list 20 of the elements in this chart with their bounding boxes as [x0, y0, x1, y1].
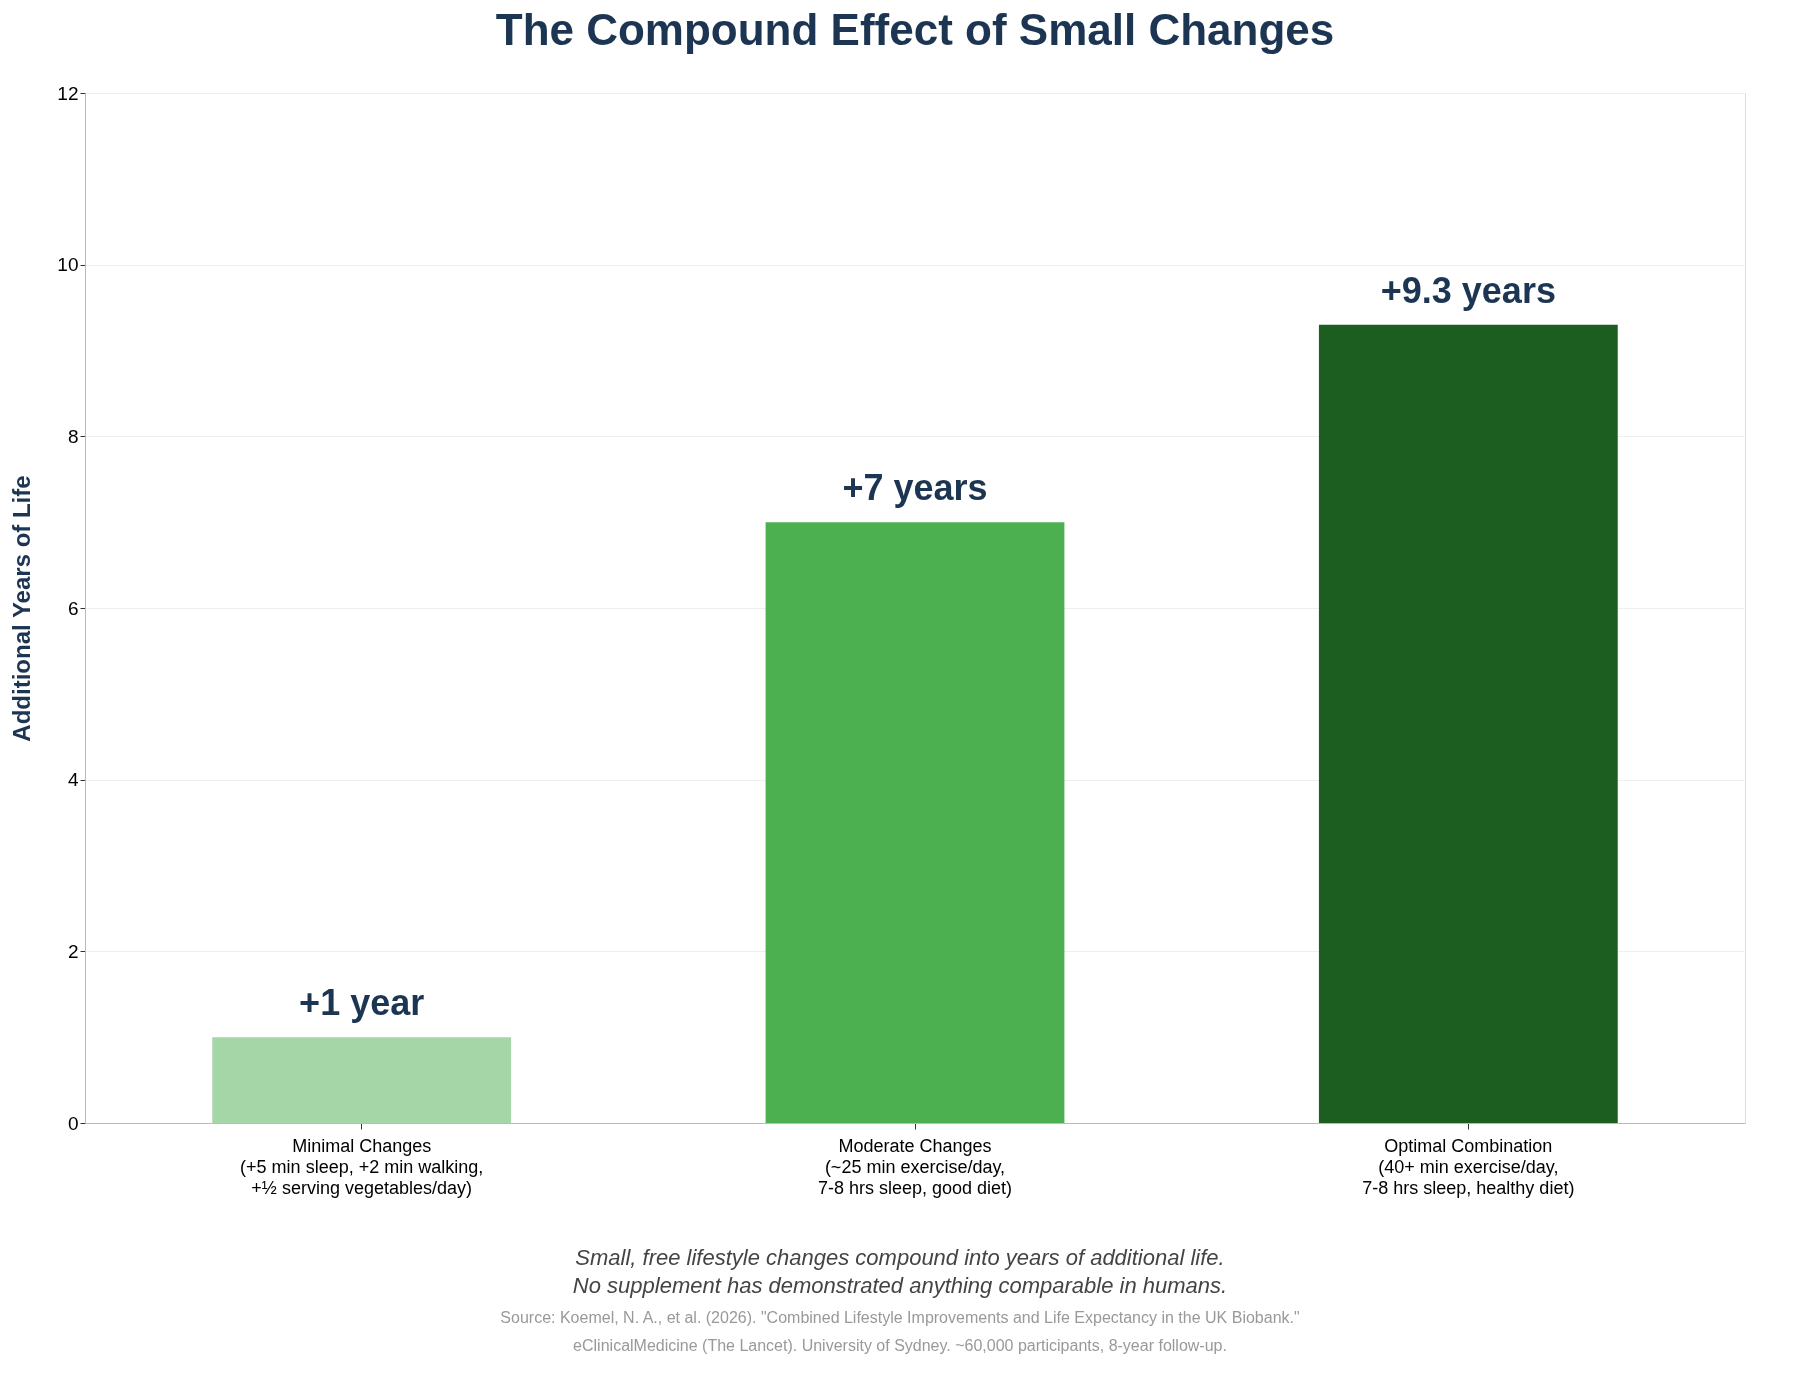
y-tick-label: 8 [67, 425, 79, 447]
y-tick-label: 10 [57, 254, 79, 276]
text: Small, free lifestyle changes compound into years of additional life. No supplement has demonstrated anything comparable in humans. [572, 1245, 1228, 1298]
data-label: +7 years [842, 467, 988, 509]
y-tick-label: 0 [67, 1112, 79, 1134]
data-label: +9.3 years [1380, 269, 1556, 311]
x-tick-label: Moderate Changes (~25 min exercise/day, 7-8 hrs sleep, good diet) [817, 1135, 1013, 1198]
y-axis-title: Additional Years of Life [8, 475, 36, 742]
y-tick-label: 12 [57, 82, 79, 104]
source-note: Source: Koemel, N. A., et al. (2026). "Combined Lifestyle Improvements and Life Expectancy in the UK Biobank." eClinicalMedicine (The Lancet). University of Sydney. ~60,000 participants, 8-year follow-up. [500, 1309, 1300, 1354]
y-tick-label: 4 [67, 769, 79, 791]
chart-title: The Compound Effect of Small Changes [495, 5, 1335, 54]
y-tick-label: 6 [67, 597, 79, 619]
bar [1318, 324, 1618, 1123]
data-label: +1 year [299, 982, 425, 1024]
x-tick-label: Optimal Combination (40+ min exercise/day, 7-8 hrs sleep, healthy diet) [1362, 1135, 1575, 1198]
bar [765, 522, 1065, 1123]
bar [212, 1037, 512, 1123]
x-tick-label: Minimal Changes (+5 min sleep, +2 min walking, +½ serving vegetables/day) [240, 1135, 484, 1198]
y-tick-label: 2 [67, 940, 79, 962]
